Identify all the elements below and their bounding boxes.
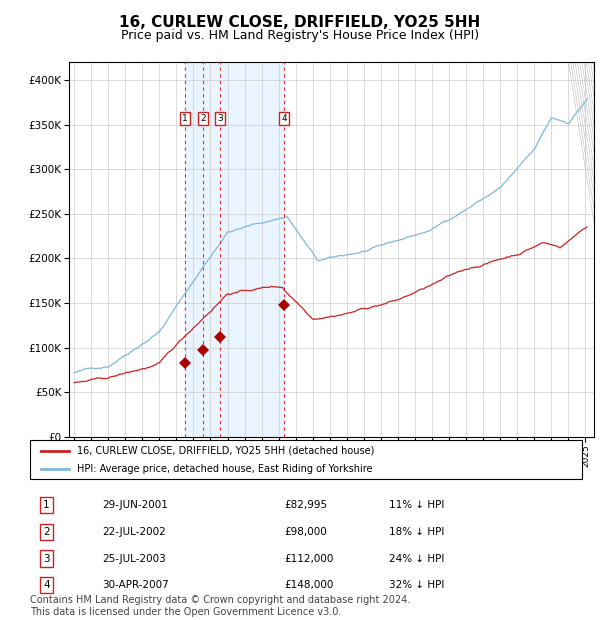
Text: 24% ↓ HPI: 24% ↓ HPI [389, 554, 444, 564]
Text: 22-JUL-2002: 22-JUL-2002 [102, 527, 166, 537]
Text: Price paid vs. HM Land Registry's House Price Index (HPI): Price paid vs. HM Land Registry's House … [121, 30, 479, 42]
Bar [185, 62, 284, 437]
Text: £148,000: £148,000 [284, 580, 333, 590]
Text: 25-JUL-2003: 25-JUL-2003 [102, 554, 166, 564]
Text: £82,995: £82,995 [284, 500, 327, 510]
Text: 30-APR-2007: 30-APR-2007 [102, 580, 169, 590]
Text: HPI: Average price, detached house, East Riding of Yorkshire: HPI: Average price, detached house, East… [77, 464, 373, 474]
Text: 29-JUN-2001: 29-JUN-2001 [102, 500, 167, 510]
Text: 1: 1 [182, 113, 188, 123]
Text: 18% ↓ HPI: 18% ↓ HPI [389, 527, 444, 537]
Text: 32% ↓ HPI: 32% ↓ HPI [389, 580, 444, 590]
Text: 4: 4 [43, 580, 50, 590]
Text: 4: 4 [281, 113, 287, 123]
Text: 2: 2 [43, 527, 50, 537]
Text: 1: 1 [43, 500, 50, 510]
Text: 2: 2 [200, 113, 206, 123]
Text: 11% ↓ HPI: 11% ↓ HPI [389, 500, 444, 510]
Text: 3: 3 [217, 113, 223, 123]
Text: 16, CURLEW CLOSE, DRIFFIELD, YO25 5HH (detached house): 16, CURLEW CLOSE, DRIFFIELD, YO25 5HH (d… [77, 446, 374, 456]
Text: Contains HM Land Registry data © Crown copyright and database right 2024.
This d: Contains HM Land Registry data © Crown c… [30, 595, 410, 617]
Text: 16, CURLEW CLOSE, DRIFFIELD, YO25 5HH: 16, CURLEW CLOSE, DRIFFIELD, YO25 5HH [119, 16, 481, 30]
Text: 3: 3 [43, 554, 50, 564]
FancyBboxPatch shape [30, 440, 582, 479]
Text: £112,000: £112,000 [284, 554, 333, 564]
Text: £98,000: £98,000 [284, 527, 326, 537]
